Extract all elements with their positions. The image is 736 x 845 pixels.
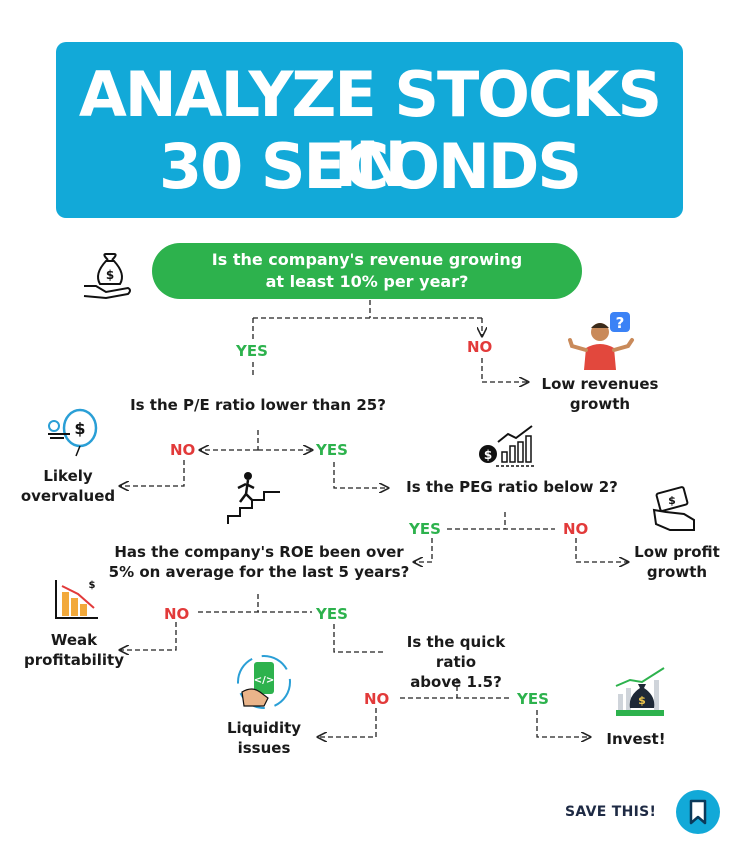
yes-label-3: YES: [409, 520, 441, 538]
svg-text:$: $: [106, 268, 114, 282]
money-bag-chart-icon: $: [612, 666, 668, 722]
no-label-2: NO: [170, 441, 196, 459]
question-revenue-growth: Is the company's revenue growing at leas…: [152, 243, 582, 299]
declining-coins-icon: $: [54, 578, 100, 624]
cash-hand-icon: $: [650, 486, 700, 538]
yes-label-5: YES: [517, 690, 549, 708]
no-label-5: NO: [364, 690, 390, 708]
outcome-invest: Invest!: [606, 730, 666, 748]
outcome-low-profit-line-2: growth: [646, 563, 708, 581]
svg-text:$: $: [484, 448, 492, 462]
outcome-low-revenue-line-1: Low revenues: [541, 375, 659, 393]
question-roe-line-2: 5% on average for the last 5 years?: [108, 563, 410, 581]
outcome-liquidity-line-1: Liquidity: [226, 719, 302, 737]
money-bag-hand-icon: $: [82, 252, 134, 304]
svg-text:$: $: [89, 580, 96, 591]
balloon-dollar-icon: $: [44, 406, 104, 466]
save-button[interactable]: [676, 790, 720, 834]
save-this-label: SAVE THIS!: [565, 804, 657, 820]
no-label-1: NO: [467, 338, 493, 356]
question-revenue-line-2: at least 10% per year?: [265, 272, 469, 291]
stairs-climber-icon: [224, 468, 284, 530]
no-label-3: NO: [563, 520, 589, 538]
svg-text:</>: </>: [254, 675, 274, 686]
question-revenue-line-1: Is the company's revenue growing: [211, 250, 523, 269]
yes-label-1: YES: [236, 342, 268, 360]
yes-label-2: YES: [316, 441, 348, 459]
outcome-liquidity: Liquidity issues: [214, 718, 314, 758]
outcome-low-revenue-line-2: growth: [569, 395, 631, 413]
outcome-low-revenue: Low revenues growth: [530, 374, 670, 414]
question-quick-line-2: above 1.5?: [410, 673, 502, 691]
outcome-overvalued-line-1: Likely: [43, 467, 93, 485]
svg-text:$: $: [668, 494, 676, 507]
title-banner: ANALYZE STOCKS IN 30 SECONDS: [56, 42, 683, 218]
yes-label-4: YES: [316, 605, 348, 623]
question-roe: Has the company's ROE been over 5% on av…: [100, 542, 418, 582]
question-peg-ratio: Is the PEG ratio below 2?: [406, 478, 618, 496]
stock-chart-icon: $: [478, 422, 538, 472]
outcome-weak-profitability-line-2: profitability: [24, 651, 124, 669]
title-line-2: 30 SECONDS: [158, 130, 582, 203]
question-pe-ratio: Is the P/E ratio lower than 25?: [130, 396, 386, 414]
phone-cycle-icon: </>: [234, 652, 294, 716]
question-roe-line-1: Has the company's ROE been over: [114, 543, 404, 561]
outcome-liquidity-line-2: issues: [237, 739, 291, 757]
no-label-4: NO: [164, 605, 190, 623]
outcome-weak-profitability: Weak profitability: [10, 630, 138, 670]
title-line-1: ANALYZE STOCKS IN: [78, 58, 662, 201]
bookmark-icon: [689, 799, 707, 825]
outcome-overvalued: Likely overvalued: [18, 466, 118, 506]
question-quick-ratio: Is the quick ratio above 1.5?: [386, 632, 526, 692]
outcome-weak-profitability-line-1: Weak: [50, 631, 98, 649]
question-quick-line-1: Is the quick ratio: [406, 633, 506, 671]
svg-text:$: $: [638, 694, 646, 707]
outcome-low-profit: Low profit growth: [622, 542, 732, 582]
confused-person-icon: ?: [566, 310, 638, 376]
outcome-low-profit-line-1: Low profit: [634, 543, 720, 561]
outcome-overvalued-line-2: overvalued: [20, 487, 116, 505]
svg-text:?: ?: [616, 314, 625, 332]
svg-text:$: $: [74, 419, 85, 438]
